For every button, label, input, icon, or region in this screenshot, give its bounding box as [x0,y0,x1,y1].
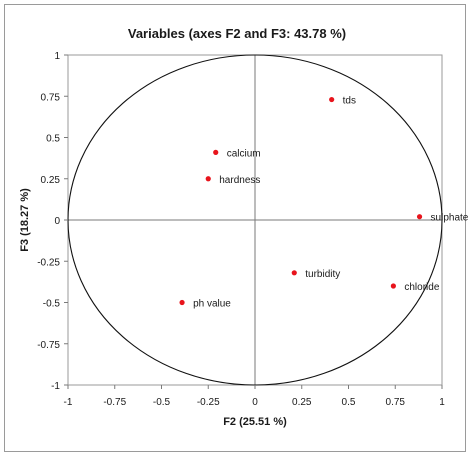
data-point-label: sulphate [431,213,469,224]
x-tick-label: 0 [252,397,258,408]
data-point [291,270,297,276]
y-tick-label: 0.5 [46,134,60,145]
data-point-label: tds [343,96,356,107]
data-point [329,96,335,103]
y-tick-label: 0.75 [41,92,61,103]
data-point-label: hardness [219,175,260,186]
data-point-label: calcium [227,148,261,159]
y-tick-label: 1 [54,51,60,62]
x-axis-label: F2 (25.51 %) [223,416,287,428]
y-tick-label: -1 [51,381,60,392]
y-tick-label: 0 [54,216,60,227]
data-point [213,149,219,155]
y-tick-label: -0.75 [37,340,60,351]
x-tick-label: -0.5 [153,397,171,408]
data-point [416,214,423,220]
chart-frame [4,4,466,452]
chart-title: Variables (axes F2 and F3: 43.78 %) [128,26,346,41]
data-point [179,299,185,306]
data-point-label: turbidity [305,269,340,280]
x-tick-label: 0.75 [386,397,406,408]
x-tick-label: 0.5 [342,397,356,408]
x-tick-label: -0.75 [103,397,126,408]
y-tick-label: -0.5 [43,299,61,310]
x-tick-label: -0.25 [197,397,220,408]
data-point [390,283,396,289]
x-tick-label: -1 [64,397,73,408]
x-tick-label: 1 [439,397,445,408]
data-point-label: ph value [193,299,231,310]
data-point [205,176,211,182]
x-tick-label: 0.25 [292,397,312,408]
y-tick-label: -0.25 [37,257,60,268]
y-axis-label: F3 (18.27 %) [19,188,31,252]
y-tick-label: 0.25 [41,175,61,186]
plot-area: -1 -0.75 -0.5 -0.25 0 0.25 0.5 0.75 1 1 0.75 0.5 0.2… [37,51,469,408]
data-point-label: chloride [404,282,439,293]
